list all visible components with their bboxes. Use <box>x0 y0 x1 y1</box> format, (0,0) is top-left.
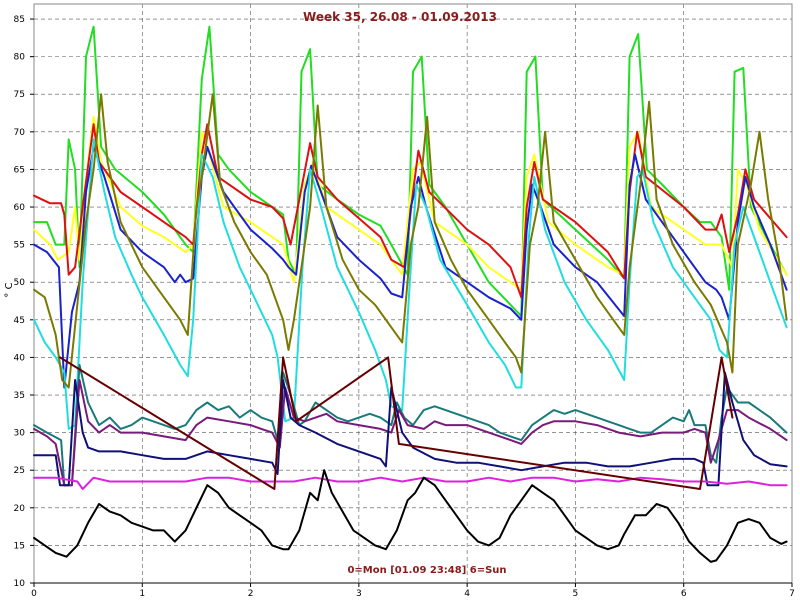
y-tick-label: 35 <box>14 391 25 401</box>
series-layer <box>33 25 788 563</box>
chart-subtitle: 0=Mon [01.09 23:48] 6=Sun <box>347 565 506 576</box>
series-line-1 <box>33 25 788 318</box>
x-tick-label: 0 <box>31 589 37 599</box>
y-tick-label: 30 <box>14 429 26 439</box>
series-line-8 <box>33 379 788 487</box>
y-tick-label: 15 <box>14 541 25 551</box>
x-tick-label: 6 <box>681 589 687 599</box>
x-tick-label: 2 <box>248 589 254 599</box>
y-tick-label: 80 <box>14 53 26 63</box>
x-tick-label: 5 <box>573 589 579 599</box>
series-line-5 <box>33 138 788 430</box>
series-line-3 <box>33 123 788 299</box>
series-line-4 <box>33 145 788 389</box>
y-axis-label: ° C <box>4 282 15 297</box>
series-line-10 <box>33 476 788 490</box>
y-tick-label: 85 <box>14 15 25 25</box>
x-tick-label: 7 <box>789 589 795 599</box>
y-tick-label: 65 <box>14 165 25 175</box>
series-line-6 <box>33 93 788 389</box>
series-line-12 <box>59 356 734 490</box>
y-tick-label: 75 <box>14 90 25 100</box>
x-tick-label: 1 <box>139 589 145 599</box>
series-line-9 <box>33 371 788 487</box>
y-tick-label: 55 <box>14 241 25 251</box>
y-tick-label: 10 <box>14 579 26 589</box>
y-tick-label: 70 <box>14 128 26 138</box>
y-tick-label: 45 <box>14 316 25 326</box>
y-tick-label: 60 <box>14 203 26 213</box>
y-tick-label: 40 <box>14 353 26 363</box>
x-tick-label: 4 <box>464 589 470 599</box>
x-tick-label: 3 <box>356 589 362 599</box>
y-tick-label: 50 <box>14 278 26 288</box>
y-tick-label: 20 <box>14 504 26 514</box>
chart-title: Week 35, 26.08 - 01.09.2013 <box>303 10 497 24</box>
y-tick-label: 25 <box>14 466 25 476</box>
series-line-11 <box>33 469 788 563</box>
